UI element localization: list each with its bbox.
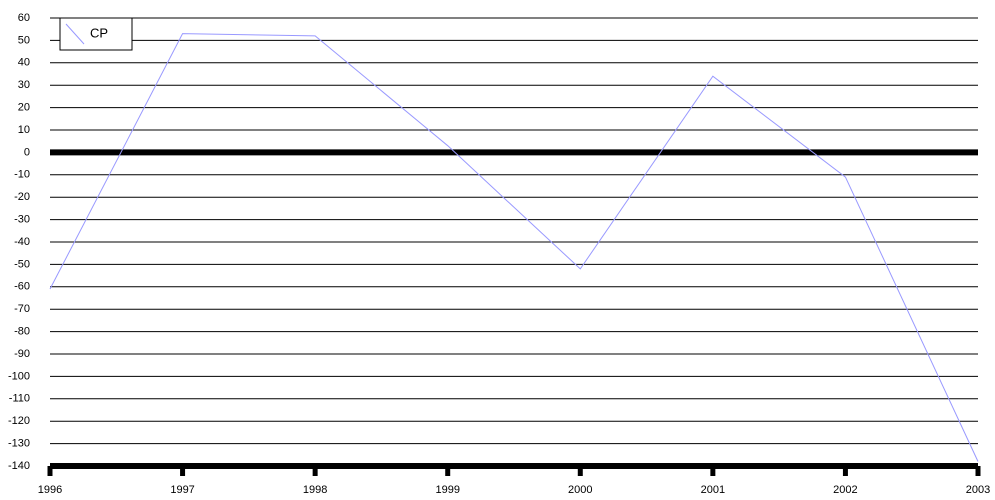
y-tick-label: -40 — [14, 236, 30, 248]
x-tick-label: 2001 — [701, 484, 725, 496]
y-tick-label: -70 — [14, 303, 30, 315]
y-tick-label: -90 — [14, 348, 30, 360]
y-tick-label: 0 — [24, 146, 30, 158]
y-tick-label: -10 — [14, 169, 30, 181]
x-tick-label: 1998 — [303, 484, 327, 496]
y-tick-label: -60 — [14, 281, 30, 293]
y-tick-label: -110 — [9, 393, 30, 405]
y-tick-label: 20 — [18, 102, 30, 114]
legend-box — [59, 17, 133, 51]
legend: CP — [59, 17, 133, 51]
data-line — [49, 33, 979, 462]
grid — [50, 17, 978, 469]
x-tick-label: 1999 — [435, 484, 459, 496]
y-tick-label: 60 — [18, 12, 30, 24]
x-tick-label: 2003 — [966, 484, 990, 496]
y-tick-label: 40 — [18, 57, 30, 69]
y-tick-label: -30 — [14, 214, 30, 226]
x-tick-label: 2002 — [833, 484, 857, 496]
y-tick-label: -130 — [8, 438, 30, 450]
y-tick-label: 10 — [18, 124, 30, 136]
y-tick-label: -80 — [14, 326, 30, 338]
x-tick-label: 1997 — [170, 484, 194, 496]
y-tick-label: -20 — [14, 191, 30, 203]
legend-label: CP — [90, 25, 108, 40]
y-tick-label: -140 — [8, 460, 30, 472]
y-tick-label: -50 — [14, 258, 30, 270]
y-tick-label: 30 — [18, 79, 30, 91]
x-tick-label: 2000 — [568, 484, 592, 496]
y-tick-label: -100 — [8, 370, 30, 382]
y-tick-label: -120 — [8, 415, 30, 427]
x-tick-label: 1996 — [38, 484, 62, 496]
y-tick-label: 50 — [18, 34, 30, 46]
legend-swatch — [65, 23, 85, 45]
